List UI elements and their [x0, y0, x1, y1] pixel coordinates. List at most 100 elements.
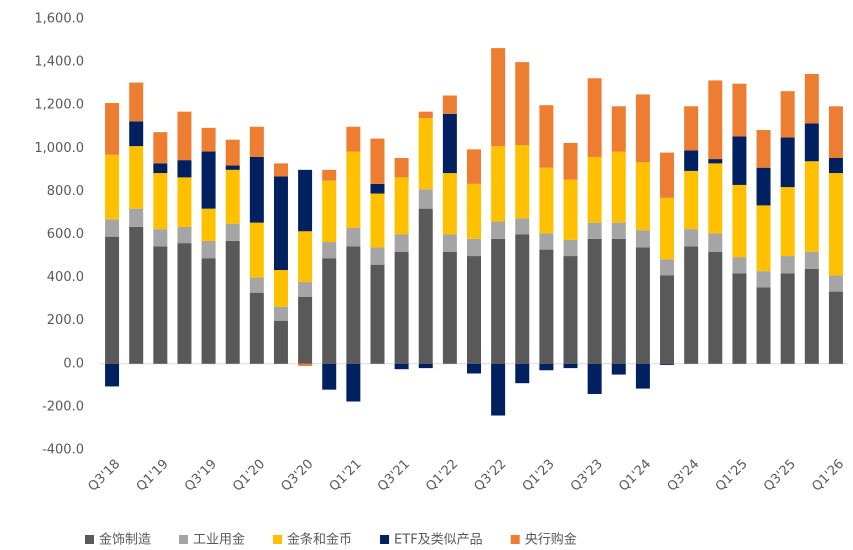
- bar-segment: [587, 238, 602, 364]
- bar-segment: [273, 270, 288, 307]
- legend-swatch: [273, 535, 283, 544]
- bar-segment: [828, 106, 843, 158]
- bar-segment: [394, 251, 409, 364]
- x-tick-label: Q3'23: [568, 457, 606, 495]
- x-tick-label: Q1'24: [616, 457, 654, 495]
- bar-segment: [370, 138, 385, 184]
- bar-segment: [177, 243, 192, 364]
- bar-segment: [587, 222, 602, 239]
- bar-segment: [153, 246, 168, 364]
- bar-segment: [394, 157, 409, 178]
- y-tick-label: 1,400.0: [34, 55, 84, 70]
- bar-segment: [828, 291, 843, 364]
- bar-segment: [515, 62, 530, 146]
- bar-segment: [756, 205, 771, 272]
- bar-segment: [660, 363, 675, 365]
- bar-segment: [298, 363, 313, 366]
- bar-segment: [249, 277, 264, 293]
- bar-segment: [708, 80, 723, 160]
- bar-segment: [273, 163, 288, 177]
- bar-segment: [322, 180, 337, 243]
- bar-segment: [394, 363, 409, 370]
- legend-label: 金条和金币: [287, 532, 352, 548]
- bar-segment: [684, 150, 699, 171]
- bar-segment: [539, 249, 554, 364]
- y-tick-label: 1,600.0: [34, 12, 84, 27]
- bar-segment: [491, 363, 506, 416]
- y-tick-label: -200.0: [42, 399, 84, 414]
- bar-segment: [732, 273, 747, 364]
- legend-label: 工业用金: [193, 532, 245, 548]
- x-tick-label: Q3'25: [761, 457, 799, 495]
- bar-segment: [322, 363, 337, 390]
- bar-segment: [370, 247, 385, 265]
- bar-segment: [225, 240, 240, 364]
- bar-segment: [708, 159, 723, 164]
- legend-swatch: [179, 535, 189, 544]
- bar-segment: [515, 363, 530, 384]
- bar-segment: [635, 94, 650, 163]
- bar-segment: [780, 137, 795, 188]
- bar-segment: [780, 91, 795, 138]
- x-tick-label: Q1'21: [327, 457, 365, 495]
- bar-segment: [563, 179, 578, 240]
- bar-segment: [322, 258, 337, 364]
- bar-segment: [756, 129, 771, 168]
- bar-segment: [442, 95, 457, 114]
- bar-segment: [660, 259, 675, 276]
- bar-segment: [394, 234, 409, 252]
- bar-segment: [346, 246, 361, 364]
- bar-segment: [249, 222, 264, 278]
- x-tick-label: Q3'21: [375, 457, 413, 495]
- bar-segment: [105, 103, 120, 155]
- bar-segment: [249, 126, 264, 157]
- bar-segment: [467, 238, 481, 257]
- bar-segment: [346, 126, 361, 152]
- bar-segment: [756, 287, 771, 364]
- bar-segment: [346, 151, 361, 229]
- x-tick-label: Q3'19: [182, 457, 220, 495]
- bar-segment: [684, 106, 699, 151]
- bar-segment: [105, 154, 120, 220]
- bar-segment: [732, 83, 747, 137]
- bar-segment: [611, 222, 626, 239]
- y-tick-label: 600.0: [47, 227, 84, 242]
- bar-segment: [129, 146, 144, 209]
- bar-segment: [563, 363, 578, 369]
- bar-segment: [780, 187, 795, 257]
- y-tick-label: 0.0: [63, 356, 84, 371]
- bar-segment: [225, 223, 240, 241]
- legend-label: 金饰制造: [99, 532, 151, 548]
- x-tick-label: Q1'22: [423, 457, 461, 495]
- bar-segment: [684, 170, 699, 230]
- bar-segment: [249, 156, 264, 223]
- bar-segment: [611, 238, 626, 364]
- bar-segment: [201, 151, 216, 209]
- bar-segment: [515, 234, 530, 364]
- bar-segment: [539, 167, 554, 234]
- bar-segment: [587, 78, 602, 157]
- legend-label: 央行购金: [525, 532, 577, 548]
- x-tick-label: Q3'20: [278, 457, 316, 495]
- x-tick-label: Q1'23: [520, 457, 558, 495]
- bar-segment: [660, 152, 675, 198]
- y-tick-label: 400.0: [47, 270, 84, 285]
- bar-segment: [442, 234, 457, 252]
- bar-segment: [273, 320, 288, 364]
- bar-segment: [708, 251, 723, 364]
- x-tick-label: Q1'26: [809, 457, 847, 495]
- bar-segment: [418, 118, 433, 190]
- bar-segment: [105, 219, 120, 237]
- y-tick-label: 200.0: [47, 313, 84, 328]
- bar-segment: [201, 240, 216, 259]
- bar-segment: [491, 238, 506, 364]
- bar-segment: [153, 132, 168, 164]
- bar-segment: [611, 151, 626, 223]
- x-tick-label: Q3'24: [665, 457, 703, 495]
- bar-segment: [611, 106, 626, 152]
- bar-segment: [442, 113, 457, 174]
- bar-segment: [418, 111, 433, 119]
- bar-segment: [129, 121, 144, 147]
- bar-segment: [418, 208, 433, 364]
